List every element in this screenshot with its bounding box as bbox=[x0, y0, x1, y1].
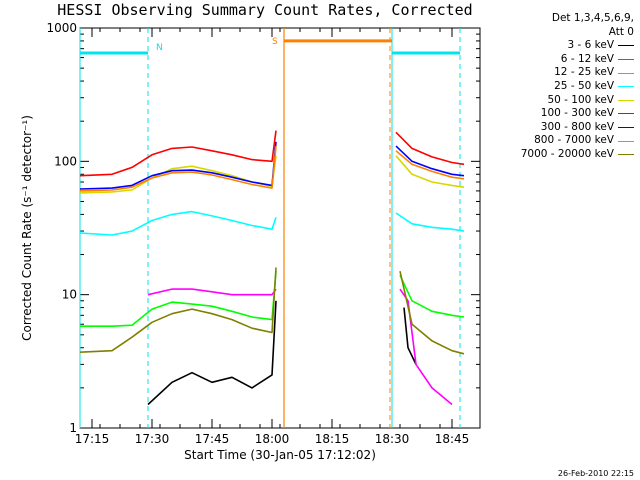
series-line-7000-20000-kev bbox=[399, 271, 465, 355]
chart-title: HESSI Observing Summary Count Rates, Cor… bbox=[57, 1, 473, 19]
plot-frame bbox=[79, 27, 481, 429]
saa-label: S bbox=[272, 37, 278, 47]
legend-item-label: 25 - 50 keV bbox=[554, 79, 614, 92]
legend-swatch bbox=[618, 99, 634, 101]
series-line-800-7000-kev bbox=[395, 150, 465, 180]
x-tick-label: 18:45 bbox=[435, 432, 470, 446]
legend-item-label: 100 - 300 keV bbox=[540, 107, 614, 120]
legend-item: 300 - 800 keV bbox=[478, 121, 634, 135]
series-line-7000-20000-kev bbox=[79, 267, 277, 353]
legend-item-label: 3 - 6 keV bbox=[567, 39, 614, 52]
series-line-6-12-kev bbox=[147, 288, 277, 296]
legend-swatch bbox=[618, 45, 634, 47]
x-tick-label: 17:30 bbox=[135, 432, 170, 446]
legend-item-label: 800 - 7000 keV bbox=[534, 134, 614, 147]
legend-swatch bbox=[618, 113, 634, 115]
y-tick-label: 100 bbox=[54, 154, 77, 168]
x-tick-label: 18:15 bbox=[315, 432, 350, 446]
legend-item: 7000 - 20000 keV bbox=[478, 148, 634, 162]
x-tick-label: 17:15 bbox=[75, 432, 110, 446]
legend-item: 3 - 6 keV bbox=[478, 39, 634, 53]
legend-swatch bbox=[618, 59, 634, 61]
series-line-12-25-kev bbox=[80, 271, 277, 328]
series-line-12-25-kev bbox=[399, 274, 465, 318]
x-tick-label: 18:00 bbox=[255, 432, 290, 446]
legend-item-label: 7000 - 20000 keV bbox=[520, 147, 614, 160]
series-line-800-7000-kev bbox=[79, 146, 277, 192]
legend-item: 50 - 100 keV bbox=[478, 94, 634, 108]
series-line-3-6-kev bbox=[403, 307, 417, 365]
series-line-50-100-kev bbox=[395, 155, 465, 188]
legend-swatch bbox=[618, 72, 634, 74]
x-tick-label: 18:30 bbox=[375, 432, 410, 446]
legend-header-line-1: Det 1,3,4,5,6,9, bbox=[551, 12, 634, 24]
legend-item: 12 - 25 keV bbox=[478, 66, 634, 80]
legend-item: 800 - 7000 keV bbox=[478, 134, 634, 148]
legend-header-line-2: Att 0 bbox=[608, 25, 634, 38]
series-line-25-50-kev bbox=[79, 210, 277, 236]
legend-item-label: 300 - 800 keV bbox=[540, 120, 614, 133]
legend-item: 6 - 12 keV bbox=[478, 53, 634, 67]
footer-timestamp: 26-Feb-2010 22:15 bbox=[557, 469, 634, 478]
y-tick-label: 1000 bbox=[46, 21, 77, 35]
legend-item-label: 6 - 12 keV bbox=[560, 52, 614, 65]
y-axis-label: Corrected Count Rate (s⁻¹ detector⁻¹) bbox=[20, 115, 34, 341]
legend-swatch bbox=[618, 127, 634, 129]
legend-swatch bbox=[618, 154, 634, 156]
legend-swatch bbox=[618, 86, 634, 88]
y-tick-label: 1 bbox=[69, 421, 77, 435]
series-line-300-800-kev bbox=[79, 141, 277, 190]
series-line-300-800-kev bbox=[395, 145, 465, 177]
legend-item: 25 - 50 keV bbox=[478, 80, 634, 94]
legend: Det 1,3,4,5,6,9, Att 0 3 - 6 keV 6 - 12 k… bbox=[478, 12, 634, 162]
legend-item-label: 50 - 100 keV bbox=[547, 93, 614, 106]
series-line-25-50-kev bbox=[395, 212, 465, 232]
night-label: N bbox=[156, 43, 163, 53]
legend-item-label: 12 - 25 keV bbox=[554, 66, 614, 79]
legend-item: 100 - 300 keV bbox=[478, 107, 634, 121]
x-tick-label: 17:45 bbox=[195, 432, 230, 446]
y-tick-label: 10 bbox=[62, 288, 77, 302]
legend-swatch bbox=[618, 140, 634, 142]
x-axis-label: Start Time (30-Jan-05 17:12:02) bbox=[184, 448, 376, 462]
series-line-100-300-kev bbox=[395, 131, 465, 166]
series-line-3-6-kev bbox=[147, 300, 277, 406]
series-line-100-300-kev bbox=[79, 130, 277, 177]
